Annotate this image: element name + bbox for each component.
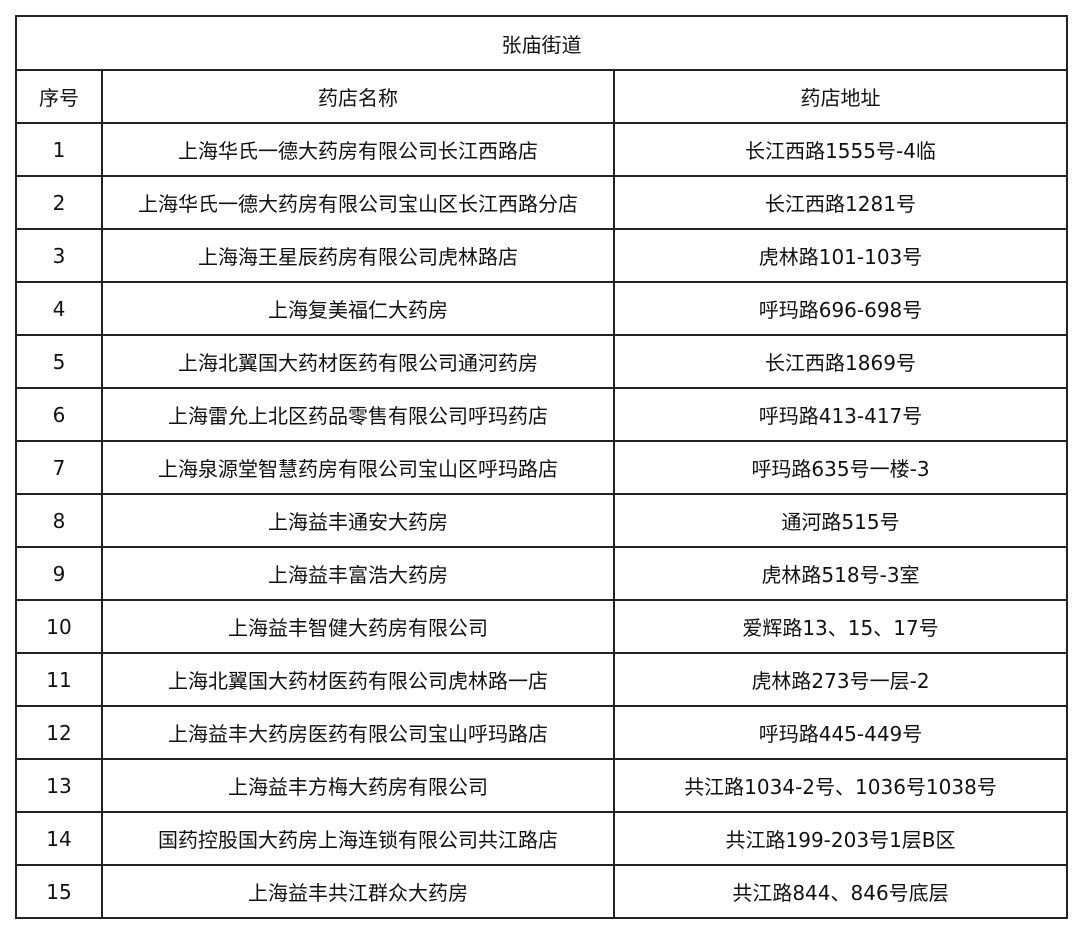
pharmacy-name: 上海华氏一德大药房有限公司宝山区长江西路分店 — [101, 175, 615, 230]
header-name: 药店名称 — [101, 69, 615, 124]
pharmacy-address: 通河路515号 — [612, 493, 1069, 548]
pharmacy-address: 呼玛路635号一楼-3 — [612, 440, 1069, 495]
table-row: 4 上海复美福仁大药房 呼玛路696-698号 — [15, 281, 1069, 336]
row-index: 13 — [15, 758, 103, 813]
pharmacy-name: 上海益丰通安大药房 — [101, 493, 615, 548]
pharmacy-name: 上海雷允上北区药品零售有限公司呼玛药店 — [101, 387, 615, 442]
table-row: 1 上海华氏一德大药房有限公司长江西路店 长江西路1555号-4临 — [15, 122, 1069, 177]
table-row: 15 上海益丰共江群众大药房 共江路844、846号底层 — [15, 864, 1069, 919]
row-index: 3 — [15, 228, 103, 283]
row-index: 15 — [15, 864, 103, 919]
row-index: 2 — [15, 175, 103, 230]
pharmacy-address: 共江路844、846号底层 — [612, 864, 1069, 919]
table-row: 7 上海泉源堂智慧药房有限公司宝山区呼玛路店 呼玛路635号一楼-3 — [15, 440, 1069, 495]
header-row: 序号 药店名称 药店地址 — [15, 69, 1069, 124]
row-index: 14 — [15, 811, 103, 866]
table-row: 12 上海益丰大药房医药有限公司宝山呼玛路店 呼玛路445-449号 — [15, 705, 1069, 760]
pharmacy-name: 上海益丰共江群众大药房 — [101, 864, 615, 919]
pharmacy-name: 上海华氏一德大药房有限公司长江西路店 — [101, 122, 615, 177]
table-row: 5 上海北翼国大药材医药有限公司通河药房 长江西路1869号 — [15, 334, 1069, 389]
pharmacy-name: 上海泉源堂智慧药房有限公司宝山区呼玛路店 — [101, 440, 615, 495]
title-row: 张庙街道 — [14, 15, 1069, 71]
header-index: 序号 — [15, 69, 103, 124]
row-index: 7 — [15, 440, 103, 495]
row-index: 9 — [15, 546, 103, 601]
row-index: 12 — [15, 705, 103, 760]
row-index: 10 — [15, 599, 103, 654]
table-row: 10 上海益丰智健大药房有限公司 爱辉路13、15、17号 — [15, 599, 1069, 654]
table-row: 3 上海海王星辰药房有限公司虎林路店 虎林路101-103号 — [15, 228, 1069, 283]
pharmacy-address: 长江西路1281号 — [612, 175, 1069, 230]
pharmacy-address: 虎林路273号一层-2 — [612, 652, 1069, 707]
table-row: 11 上海北翼国大药材医药有限公司虎林路一店 虎林路273号一层-2 — [15, 652, 1069, 707]
pharmacy-name: 上海复美福仁大药房 — [101, 281, 615, 336]
pharmacy-name: 国药控股国大药房上海连锁有限公司共江路店 — [101, 811, 615, 866]
pharmacy-name: 上海益丰方梅大药房有限公司 — [101, 758, 615, 813]
table-row: 14 国药控股国大药房上海连锁有限公司共江路店 共江路199-203号1层B区 — [15, 811, 1069, 866]
pharmacy-name: 上海北翼国大药材医药有限公司虎林路一店 — [101, 652, 615, 707]
pharmacy-address: 呼玛路445-449号 — [612, 705, 1069, 760]
row-index: 1 — [15, 122, 103, 177]
table-row: 9 上海益丰富浩大药房 虎林路518号-3室 — [15, 546, 1069, 601]
pharmacy-address: 爱辉路13、15、17号 — [612, 599, 1069, 654]
row-index: 11 — [15, 652, 103, 707]
pharmacy-name: 上海海王星辰药房有限公司虎林路店 — [101, 228, 615, 283]
pharmacy-name: 上海益丰智健大药房有限公司 — [101, 599, 615, 654]
pharmacy-name: 上海益丰大药房医药有限公司宝山呼玛路店 — [101, 705, 615, 760]
pharmacy-address: 共江路199-203号1层B区 — [612, 811, 1069, 866]
row-index: 8 — [15, 493, 103, 548]
pharmacy-table: 张庙街道 序号 药店名称 药店地址 1 上海华氏一德大药房有限公司长江西路店 长江西… — [14, 15, 1069, 919]
pharmacy-address: 呼玛路696-698号 — [612, 281, 1069, 336]
pharmacy-address: 虎林路518号-3室 — [612, 546, 1069, 601]
pharmacy-address: 共江路1034-2号、1036号1038号 — [612, 758, 1069, 813]
pharmacy-address: 长江西路1555号-4临 — [612, 122, 1069, 177]
header-address: 药店地址 — [612, 69, 1069, 124]
pharmacy-name: 上海益丰富浩大药房 — [101, 546, 615, 601]
table-row: 6 上海雷允上北区药品零售有限公司呼玛药店 呼玛路413-417号 — [15, 387, 1069, 442]
pharmacy-address: 呼玛路413-417号 — [612, 387, 1069, 442]
table-row: 2 上海华氏一德大药房有限公司宝山区长江西路分店 长江西路1281号 — [15, 175, 1069, 230]
table-row: 13 上海益丰方梅大药房有限公司 共江路1034-2号、1036号1038号 — [15, 758, 1069, 813]
pharmacy-address: 长江西路1869号 — [612, 334, 1069, 389]
row-index: 5 — [15, 334, 103, 389]
table-title: 张庙街道 — [14, 15, 1069, 71]
row-index: 6 — [15, 387, 103, 442]
pharmacy-name: 上海北翼国大药材医药有限公司通河药房 — [101, 334, 615, 389]
table-row: 8 上海益丰通安大药房 通河路515号 — [15, 493, 1069, 548]
pharmacy-address: 虎林路101-103号 — [612, 228, 1069, 283]
row-index: 4 — [15, 281, 103, 336]
